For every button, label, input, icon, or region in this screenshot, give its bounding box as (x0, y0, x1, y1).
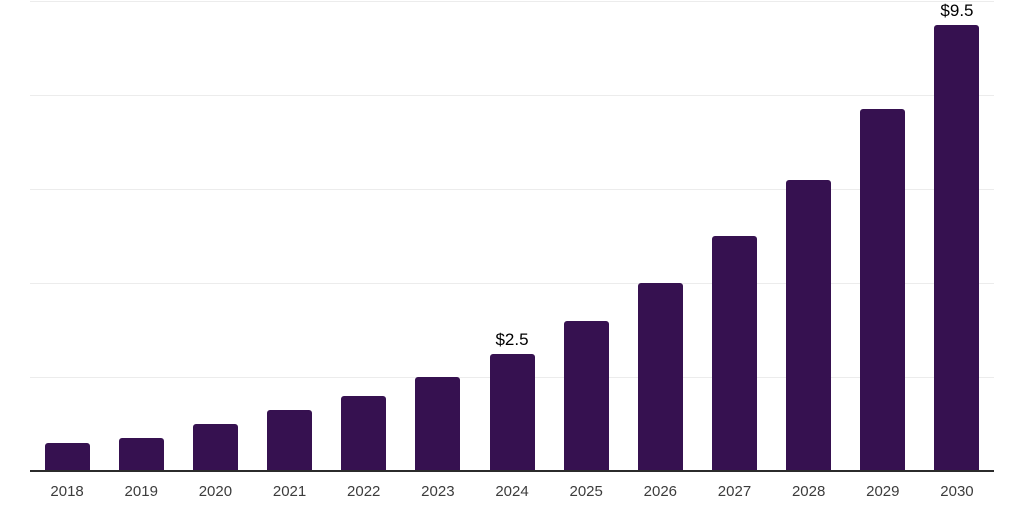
bar-slot-2021 (252, 1, 326, 471)
bar-2021 (267, 409, 313, 471)
bar-2024 (489, 353, 535, 471)
bar-slot-2030: $9.5 (920, 1, 994, 471)
bar-slot-2018 (30, 1, 104, 471)
bar-2027 (711, 236, 757, 471)
x-tick-label-2028: 2028 (791, 483, 826, 500)
gridline-8 (30, 95, 994, 96)
bar-slot-2020 (178, 1, 252, 471)
bar-slot-2023 (401, 1, 475, 471)
bar-2029 (860, 109, 906, 471)
x-tick-label-2029: 2029 (866, 483, 900, 500)
x-tick-label-2021: 2021 (272, 483, 307, 500)
x-tick-label-2022: 2022 (347, 483, 381, 500)
bar-slot-2024: $2.5 (475, 1, 549, 471)
gridline-10 (30, 1, 994, 2)
data-label-2030: $9.5 (940, 0, 974, 20)
bar-slot-2029 (846, 1, 920, 471)
x-tick-label-2019: 2019 (124, 483, 158, 500)
bar-2019 (118, 438, 164, 471)
x-tick-label-2024: 2024 (495, 483, 529, 500)
bar-slot-2019 (104, 1, 178, 471)
bar-slot-2022 (327, 1, 401, 471)
bar-2020 (192, 424, 238, 471)
bar-2025 (563, 320, 609, 471)
bar-2030 (934, 24, 980, 471)
x-tick-label-2020: 2020 (198, 483, 233, 500)
bar-2026 (637, 283, 683, 471)
bar-2028 (786, 179, 832, 471)
x-tick-label-2026: 2026 (643, 483, 678, 500)
x-axis-line (30, 470, 994, 472)
bar-slot-2028 (772, 1, 846, 471)
x-tick-label-2018: 2018 (50, 483, 84, 500)
bar-slot-2025 (549, 1, 623, 471)
bar-2022 (341, 395, 387, 471)
plot-area: $2.5 $9.5 (30, 1, 994, 472)
bars-row: $2.5 $9.5 (30, 1, 994, 471)
x-axis-labels: 2018 2019 2020 2021 2022 2023 2024 2025 2026 2027… (30, 484, 994, 499)
bar-2023 (415, 377, 461, 471)
bar-slot-2026 (623, 1, 697, 471)
gridline-6 (30, 189, 994, 190)
bar-slot-2027 (697, 1, 771, 471)
x-tick-label-2027: 2027 (717, 483, 752, 500)
x-tick-label-2023: 2023 (421, 483, 455, 500)
data-label-2024: $2.5 (495, 329, 529, 349)
gridline-4 (30, 283, 994, 284)
x-tick-label-2025: 2025 (569, 483, 603, 500)
bar-2018 (44, 442, 90, 471)
x-tick-label-2030: 2030 (940, 483, 974, 500)
